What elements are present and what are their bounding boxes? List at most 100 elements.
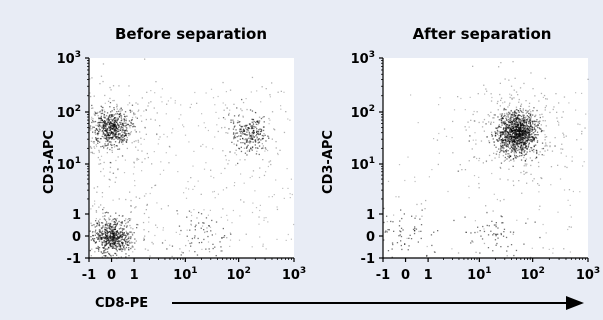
dot [234, 182, 236, 184]
dot [408, 245, 410, 247]
dot [171, 245, 174, 247]
dot [251, 125, 253, 127]
dot [523, 133, 525, 136]
dot [116, 113, 119, 115]
dot [131, 245, 134, 247]
dot [106, 239, 108, 241]
dot [125, 236, 127, 238]
dot [539, 120, 541, 122]
dot [515, 118, 518, 121]
dot [516, 117, 518, 120]
dot [460, 97, 462, 100]
dot [125, 222, 127, 225]
dot [105, 114, 107, 117]
dot [528, 116, 530, 118]
dot [114, 226, 116, 229]
dot [526, 121, 528, 123]
dot [250, 91, 252, 93]
dot [510, 151, 512, 153]
dot [243, 130, 245, 132]
dot [400, 227, 403, 229]
dot [113, 144, 115, 146]
dot [533, 134, 535, 136]
dot [104, 102, 106, 104]
dot [508, 113, 510, 115]
dot [144, 58, 146, 60]
dot [505, 143, 507, 145]
dot [488, 154, 491, 157]
dot [132, 228, 134, 230]
dot [229, 89, 232, 91]
dot [528, 136, 530, 138]
dot [506, 136, 508, 139]
dot [513, 136, 516, 139]
dot [501, 150, 504, 152]
dot [524, 133, 526, 135]
dot [273, 128, 275, 130]
dot [255, 123, 258, 125]
dot [240, 135, 242, 137]
dot [495, 135, 497, 137]
dot [420, 230, 422, 232]
dot [498, 119, 500, 121]
dot [536, 140, 539, 142]
dot [476, 157, 478, 160]
dot [509, 127, 511, 129]
dot [121, 236, 123, 238]
dot [107, 132, 109, 134]
dot [526, 124, 529, 127]
dot [500, 141, 503, 143]
dot [254, 111, 256, 113]
dot [503, 151, 505, 153]
dot [214, 136, 216, 138]
dot [465, 231, 467, 233]
dot [514, 150, 517, 153]
dot [504, 136, 506, 138]
dot [239, 130, 241, 132]
dot [520, 128, 522, 130]
dot [143, 212, 146, 215]
dot [517, 110, 519, 112]
dot [531, 247, 533, 249]
dot [277, 153, 279, 156]
dot [501, 216, 503, 218]
dot [505, 136, 507, 138]
dot [115, 238, 117, 241]
dot [97, 122, 99, 124]
dot [497, 140, 500, 142]
dot [97, 140, 99, 142]
dot [433, 138, 435, 140]
dot [240, 173, 242, 175]
dot [245, 124, 247, 127]
dot [502, 102, 504, 104]
dot [517, 116, 519, 118]
dot [515, 120, 517, 122]
dot [498, 124, 500, 126]
dot [101, 241, 104, 243]
dot [258, 153, 260, 156]
dot [124, 159, 126, 161]
dot [178, 118, 180, 120]
dot [522, 135, 524, 137]
dot [245, 127, 247, 129]
dot [566, 166, 568, 169]
dot [137, 224, 139, 226]
dot [569, 251, 571, 253]
dot [124, 234, 126, 236]
dot [495, 226, 497, 228]
dot [102, 233, 104, 235]
dot [103, 236, 105, 238]
dot [529, 129, 531, 131]
dot [537, 183, 539, 185]
dot [103, 245, 106, 247]
dot [203, 168, 206, 170]
dot [525, 130, 527, 132]
dot [232, 121, 235, 123]
dot [581, 130, 583, 133]
dot [111, 116, 113, 118]
dot [194, 226, 196, 228]
dot [105, 130, 107, 132]
dot [497, 237, 499, 239]
dot [110, 223, 112, 225]
dot [509, 119, 511, 122]
